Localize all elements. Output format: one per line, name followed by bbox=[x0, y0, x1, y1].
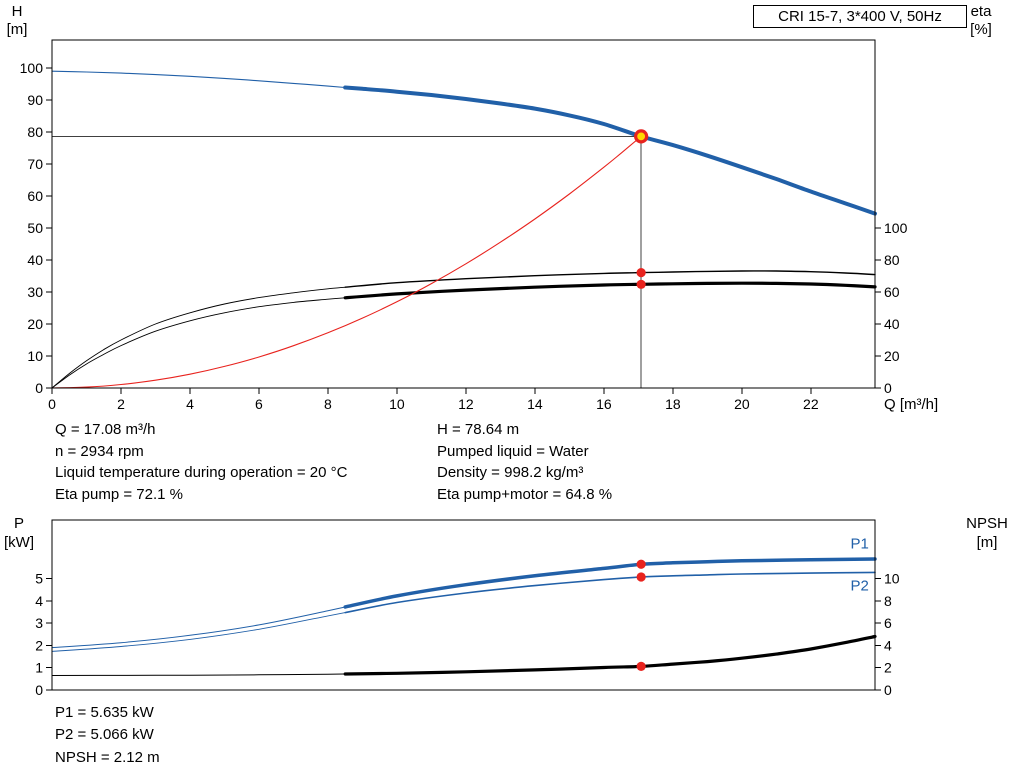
chart-text: 0 bbox=[48, 396, 56, 412]
p1-curve-thin bbox=[51, 606, 346, 649]
chart-text: [m] bbox=[7, 21, 28, 38]
chart-text: 90 bbox=[27, 92, 43, 108]
chart-text: eta bbox=[971, 3, 993, 20]
operating-point-dot bbox=[636, 268, 646, 278]
chart-text: 40 bbox=[884, 316, 900, 332]
chart-text: 70 bbox=[27, 156, 43, 172]
operating-point-info-left: Q = 17.08 m³/h n = 2934 rpm Liquid tempe… bbox=[55, 419, 347, 505]
plot-frame bbox=[51, 519, 876, 691]
chart-text: [%] bbox=[970, 21, 992, 38]
chart-text: [m] bbox=[977, 534, 998, 551]
chart-text: 18 bbox=[665, 396, 681, 412]
eta-pump-motor-text: Eta pump+motor = 64.8 % bbox=[437, 485, 613, 503]
chart-text: 0 bbox=[35, 380, 43, 396]
power-npsh-chart: 0 1 2 3 4 5 0 2 4 6 8 10 P [kW] NPSH [m] P1 P2 bbox=[4, 515, 1008, 698]
chart-text: 1 bbox=[35, 660, 43, 676]
chart-text: 22 bbox=[803, 396, 819, 412]
operating-point-info-right: H = 78.64 m Pumped liquid = Water Densit… bbox=[437, 419, 612, 505]
eta-pump-curve-thin bbox=[51, 286, 346, 389]
chart-text: 20 bbox=[734, 396, 750, 412]
chart-text: 12 bbox=[458, 396, 474, 412]
p2-curve-thin bbox=[51, 612, 346, 652]
chart-text: 30 bbox=[27, 284, 43, 300]
chart-text: 100 bbox=[20, 60, 44, 76]
chart-text: 80 bbox=[884, 252, 900, 268]
chart-text: Q [m³/h] bbox=[884, 396, 938, 413]
chart-text: 80 bbox=[27, 124, 43, 140]
chart-text: 10 bbox=[884, 570, 900, 586]
speed-value-text: n = 2934 rpm bbox=[55, 442, 144, 460]
plot-frame bbox=[51, 39, 876, 389]
operating-point-dot bbox=[636, 279, 646, 289]
chart-text: 4 bbox=[884, 637, 892, 653]
flow-value-text: Q = 17.08 m³/h bbox=[55, 421, 156, 438]
operating-point-dot bbox=[636, 661, 646, 671]
head-flow-chart: 0 2 4 6 8 10 12 14 16 18 20 22 0 10 20 30 40 50 60 70 80 90 10… bbox=[7, 3, 993, 413]
chart-text: 60 bbox=[27, 188, 43, 204]
eta-pump-motor-curve bbox=[343, 281, 877, 300]
chart-text: 6 bbox=[255, 396, 263, 412]
p1-curve bbox=[343, 557, 877, 609]
chart-text: 10 bbox=[27, 348, 43, 364]
chart-text: 2 bbox=[35, 637, 43, 653]
chart-text: H bbox=[12, 3, 23, 20]
chart-text: 0 bbox=[884, 682, 892, 698]
npsh-value-text: NPSH = 2.12 m bbox=[55, 748, 160, 766]
operating-point-dot bbox=[636, 572, 646, 582]
head-value-text: H = 78.64 m bbox=[437, 421, 520, 438]
chart-text: 4 bbox=[186, 396, 194, 412]
density-text: Density = 998.2 kg/m³ bbox=[437, 464, 584, 481]
chart-text: 0 bbox=[35, 682, 43, 698]
chart-text: 3 bbox=[35, 615, 43, 631]
chart-text: 2 bbox=[884, 660, 892, 676]
chart-text: P2 bbox=[851, 578, 869, 595]
qh-curve-thin bbox=[51, 70, 346, 89]
npsh-curve bbox=[343, 634, 877, 676]
chart-text: [kW] bbox=[4, 534, 34, 551]
chart-text: 8 bbox=[324, 396, 332, 412]
duty-point-marker[interactable] bbox=[634, 129, 649, 144]
chart-text: 100 bbox=[884, 220, 908, 236]
eta-pump-text: Eta pump = 72.1 % bbox=[55, 485, 183, 503]
chart-text: 8 bbox=[884, 593, 892, 609]
chart-text: 10 bbox=[389, 396, 405, 412]
chart-text: 20 bbox=[884, 348, 900, 364]
chart-text: 16 bbox=[596, 396, 612, 412]
eta-pump-motor-curve-thin bbox=[51, 297, 346, 389]
chart-text: 14 bbox=[527, 396, 543, 412]
p1-value-text: P1 = 5.635 kW bbox=[55, 704, 154, 721]
power-npsh-info: P1 = 5.635 kW P2 = 5.066 kW NPSH = 2.12 … bbox=[55, 702, 160, 769]
pumped-liquid-text: Pumped liquid = Water bbox=[437, 442, 589, 460]
pump-model-titlebox: CRI 15-7, 3*400 V, 50Hz bbox=[753, 5, 967, 28]
liquid-temperature-text: Liquid temperature during operation = 20… bbox=[55, 464, 348, 481]
chart-text: P bbox=[14, 515, 24, 532]
chart-text: 20 bbox=[27, 316, 43, 332]
chart-text: 6 bbox=[884, 615, 892, 631]
system-curve-thin bbox=[51, 135, 642, 389]
chart-text: 60 bbox=[884, 284, 900, 300]
chart-text: P1 bbox=[851, 535, 869, 552]
chart-text: 4 bbox=[35, 593, 43, 609]
chart-text: 40 bbox=[27, 252, 43, 268]
chart-text: 5 bbox=[35, 570, 43, 586]
eta-pump-curve bbox=[344, 270, 876, 288]
qh-curve bbox=[343, 85, 877, 216]
npsh-curve-thin bbox=[51, 673, 346, 676]
chart-text: 50 bbox=[27, 220, 43, 236]
operating-point-dot bbox=[636, 559, 646, 569]
chart-text: NPSH bbox=[966, 515, 1008, 532]
p2-value-text: P2 = 5.066 kW bbox=[55, 726, 154, 744]
chart-text: 2 bbox=[117, 396, 125, 412]
chart-text: 0 bbox=[884, 380, 892, 396]
